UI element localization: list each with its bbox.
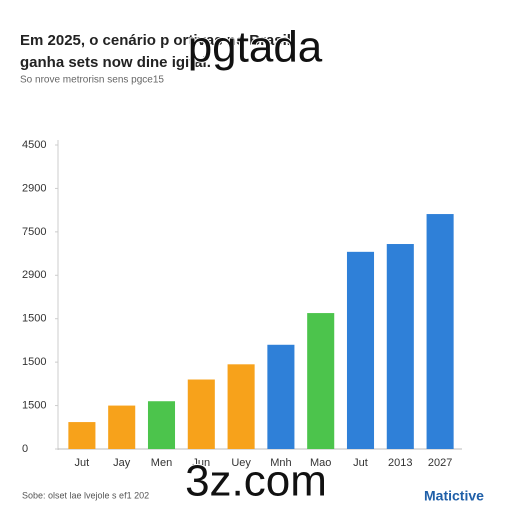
y-tick-label: 1500 — [22, 313, 46, 325]
y-tick-label: 0 — [22, 443, 28, 455]
y-tick-label: 7500 — [22, 226, 46, 238]
chart-subtitle: So nrove metrorisn sens pgce15 — [20, 75, 164, 86]
x-tick-label: Mao — [310, 457, 331, 469]
x-tick-label: Jut — [353, 457, 368, 469]
x-tick-label: 2013 — [388, 457, 412, 469]
bar — [346, 251, 375, 449]
bar — [386, 244, 414, 449]
x-tick-label: Jun — [192, 457, 210, 469]
x-tick-label: Mnh — [270, 457, 291, 469]
watermark: pgtada — [188, 23, 323, 72]
watermark: 3z.com — [185, 457, 327, 506]
bar — [307, 313, 335, 449]
bar — [68, 422, 96, 449]
x-tick-label: Jut — [75, 457, 90, 469]
x-tick-label: 2027 — [428, 457, 452, 469]
source: Sobe: olset lae lvejole s ef1 202 — [22, 490, 149, 500]
bar — [187, 379, 215, 449]
y-tick-label: 1500 — [22, 399, 46, 411]
x-tick-label: Uey — [231, 457, 251, 469]
chart-title: ganha sets now dine igital. — [20, 54, 211, 71]
y-tick-label: 1500 — [22, 356, 46, 368]
bar — [426, 214, 454, 449]
x-tick-label: Men — [151, 457, 172, 469]
chart-title: Em 2025, o cenário p ortivas no Brasil — [20, 32, 291, 49]
y-tick-label: 4500 — [22, 139, 46, 151]
bar — [227, 364, 255, 449]
bar — [267, 344, 295, 449]
y-tick-label: 2900 — [22, 182, 46, 194]
x-tick-label: Jay — [113, 457, 131, 469]
brand: Matictive — [424, 488, 484, 504]
bar — [147, 401, 176, 449]
bar — [108, 405, 136, 449]
y-tick-label: 2900 — [22, 269, 46, 281]
